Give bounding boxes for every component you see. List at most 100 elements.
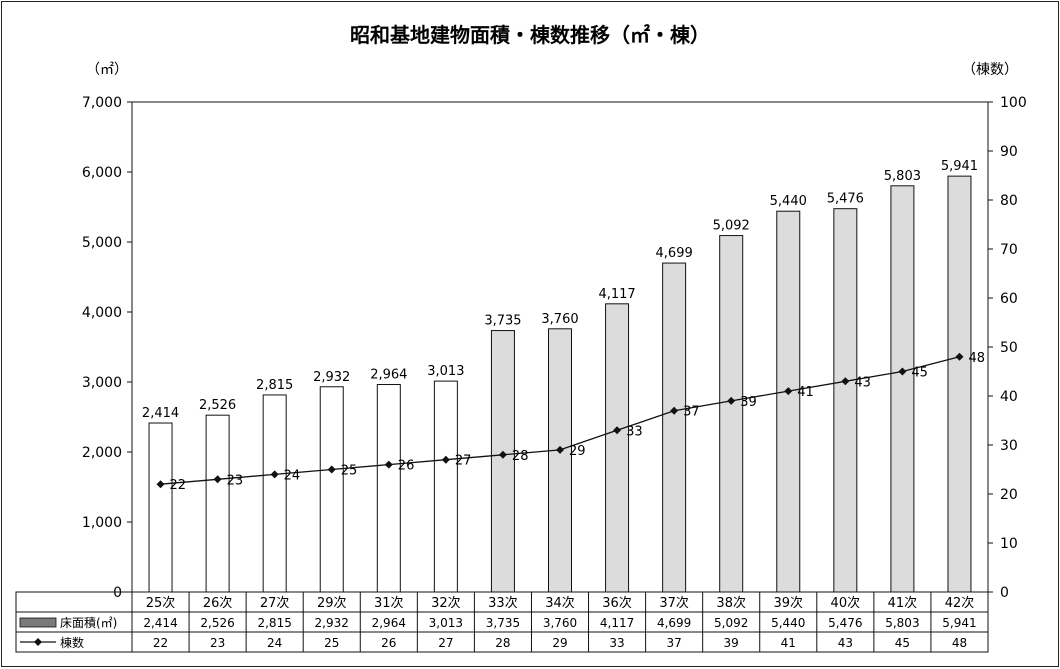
table-area-value: 5,476: [828, 616, 862, 630]
bar: [605, 303, 630, 593]
line-value-label: 29: [569, 444, 586, 459]
bar-value-label: 4,117: [598, 287, 635, 302]
right-tick-label: 90: [1000, 144, 1018, 160]
category-label: 32次: [431, 595, 461, 611]
table-area-value: 4,117: [600, 616, 634, 630]
category-label: 42次: [945, 595, 975, 611]
table-count-value: 48: [952, 636, 967, 650]
line-value-label: 33: [626, 424, 643, 439]
table-count-value: 41: [781, 636, 796, 650]
left-axis-unit: （㎡）: [86, 62, 128, 78]
bar-value-label: 2,932: [313, 370, 350, 385]
table-area-value: 3,013: [429, 616, 463, 630]
table-area-value: 5,941: [942, 616, 976, 630]
chart-title: 昭和基地建物面積・棟数推移（㎡・棟）: [350, 23, 710, 47]
legend-bar-label: 床面積(㎡): [60, 615, 117, 630]
line-point: [327, 465, 336, 474]
line-point: [384, 460, 393, 469]
table-area-value: 2,526: [200, 616, 234, 630]
table-area-value: 2,964: [372, 616, 406, 630]
right-tick-label: 0: [1000, 585, 1009, 601]
table-count-value: 24: [267, 636, 282, 650]
line-point: [670, 406, 679, 415]
bar: [205, 414, 230, 593]
bar: [719, 235, 744, 593]
bar: [262, 394, 287, 593]
table-count-value: 22: [153, 636, 168, 650]
category-label: 37次: [659, 595, 689, 611]
left-tick-label: 2,000: [82, 445, 122, 461]
left-tick-label: 6,000: [82, 165, 122, 181]
legend-line-marker: [34, 638, 42, 646]
bar-value-label: 2,815: [256, 378, 293, 393]
right-tick-label: 80: [1000, 193, 1018, 209]
category-label: 26次: [203, 595, 233, 611]
table-area-value: 2,414: [143, 616, 177, 630]
bar-value-label: 3,735: [484, 314, 521, 329]
category-label: 36次: [602, 595, 632, 611]
table-border: [15, 591, 989, 653]
bar: [833, 208, 858, 593]
line-value-label: 37: [683, 405, 700, 420]
bar-value-label: 5,941: [941, 159, 978, 174]
line-point: [955, 352, 964, 361]
table-count-value: 29: [552, 636, 567, 650]
line-value-label: 23: [227, 473, 244, 488]
line-point: [784, 387, 793, 396]
table-count-value: 25: [324, 636, 339, 650]
category-label: 40次: [831, 595, 861, 611]
bar: [890, 185, 915, 593]
category-label: 41次: [888, 595, 918, 611]
line-value-label: 48: [968, 351, 985, 366]
bar-value-label: 2,526: [199, 398, 236, 413]
left-axis-ticks: 0 1,000 2,000 3,000 4,000 5,000 6,000 7,000: [82, 95, 132, 601]
right-tick-label: 20: [1000, 487, 1018, 503]
bar-value-label: 5,476: [827, 192, 864, 207]
bar-value-label: 2,414: [142, 406, 179, 421]
right-tick-label: 40: [1000, 389, 1018, 405]
line-value-label: 45: [911, 366, 928, 381]
data-table: 25次 2,414 22 26次 2,526 23 27次 2,815 24 29次 2,932 25…: [15, 591, 989, 653]
line-point: [441, 455, 450, 464]
line-value-label: 24: [284, 468, 301, 483]
bar: [433, 380, 458, 593]
legend-line-label: 棟数: [60, 635, 84, 650]
table-area-value: 3,735: [486, 616, 520, 630]
line-point: [213, 475, 222, 484]
table-count-value: 28: [495, 636, 510, 650]
line-series: 22 23 24 25 26 27 28 29 33 37 39 41 43 45 48: [156, 351, 985, 493]
left-tick-label: 5,000: [82, 235, 122, 251]
line-point: [613, 426, 622, 435]
bar-series: 2,414 2,526 2,815 2,932 2,964 3,013 3,735 3,760…: [142, 159, 978, 593]
right-tick-label: 50: [1000, 340, 1018, 356]
right-tick-label: 10: [1000, 536, 1018, 552]
table-count-value: 23: [210, 636, 225, 650]
line-value-label: 39: [740, 395, 757, 410]
line-value-label: 22: [170, 478, 187, 493]
bar: [548, 328, 572, 593]
category-label: 33次: [488, 595, 518, 611]
right-tick-label: 60: [1000, 291, 1018, 307]
bar: [376, 384, 401, 593]
bar-value-label: 5,440: [770, 194, 807, 209]
line-point: [498, 450, 507, 459]
table-count-value: 39: [724, 636, 739, 650]
right-axis-unit: （棟数）: [962, 62, 1018, 78]
table-area-value: 2,815: [257, 616, 291, 630]
bar: [662, 262, 687, 593]
line-point: [727, 396, 736, 405]
table-area-value: 5,440: [771, 616, 805, 630]
left-tick-label: 0: [113, 585, 122, 601]
left-tick-label: 4,000: [82, 305, 122, 321]
line-value-label: 41: [797, 385, 814, 400]
table-count-value: 45: [895, 636, 910, 650]
right-tick-label: 100: [1000, 95, 1027, 111]
bar-value-label: 5,092: [713, 219, 750, 234]
line-value-label: 26: [398, 459, 415, 474]
table-area-value: 3,760: [543, 616, 577, 630]
table-area-value: 5,092: [714, 616, 748, 630]
category-label: 38次: [716, 595, 746, 611]
category-label: 29次: [317, 595, 347, 611]
line-point: [556, 445, 564, 454]
table-count-value: 27: [438, 636, 453, 650]
